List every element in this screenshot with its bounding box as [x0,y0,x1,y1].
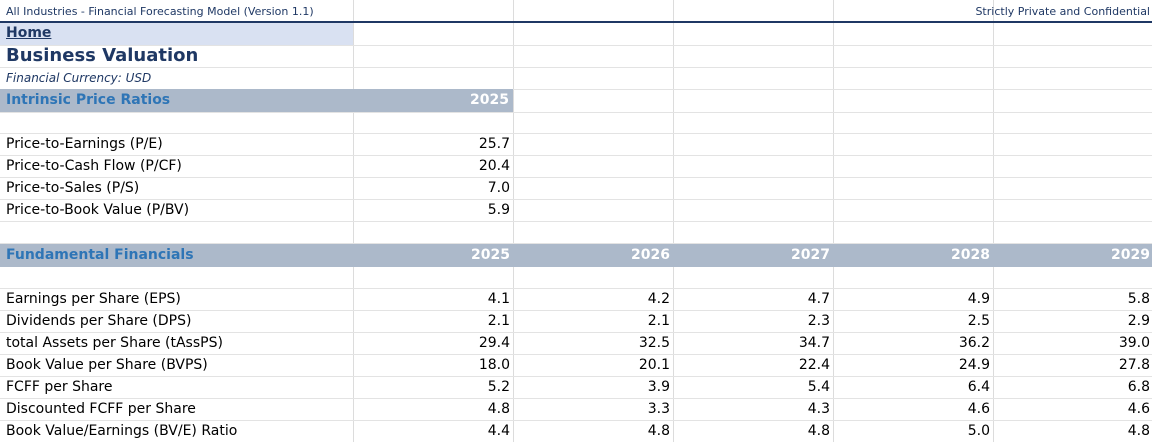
metric-value[interactable]: 22.4 [798,357,830,373]
confidential-notice: Strictly Private and Confidential [975,5,1150,18]
metric-value[interactable]: 34.7 [798,335,830,351]
year-header: 2025 [471,247,510,263]
intrinsic-section-label: Intrinsic Price Ratios [6,92,171,108]
metric-value[interactable]: 3.3 [647,401,670,417]
gridline [0,310,1152,311]
ratio-value[interactable]: 25.7 [478,136,510,152]
gridline [0,112,1152,113]
metric-value[interactable]: 27.8 [1118,357,1150,373]
metric-value[interactable]: 4.2 [647,291,670,307]
metric-value[interactable]: 4.3 [807,401,830,417]
intrinsic-section-header: Intrinsic Price Ratios 2025 [0,89,513,112]
header-rule [0,21,1152,23]
ratio-label: Price-to-Cash Flow (P/CF) [6,158,182,174]
gridline [0,288,1152,289]
metric-value[interactable]: 6.4 [967,379,990,395]
gridline [0,67,1152,68]
metric-value[interactable]: 2.9 [1127,313,1150,329]
metric-value[interactable]: 4.4 [487,423,510,439]
gridline [0,398,1152,399]
fundamentals-section-header: Fundamental Financials 2025 2026 2027 20… [0,244,1152,267]
metric-value[interactable]: 4.8 [807,423,830,439]
metric-value[interactable]: 4.6 [1127,401,1150,417]
metric-value[interactable]: 32.5 [638,335,670,351]
gridline [0,420,1152,421]
gridline [0,45,1152,46]
metric-value[interactable]: 24.9 [958,357,990,373]
metric-value[interactable]: 5.8 [1127,291,1150,307]
ratio-label: Price-to-Book Value (P/BV) [6,202,190,218]
metric-label: Discounted FCFF per Share [6,401,196,417]
metric-label: total Assets per Share (tAssPS) [6,335,223,351]
metric-value[interactable]: 4.1 [487,291,510,307]
gridline [0,177,1152,178]
metric-label: FCFF per Share [6,379,113,395]
intrinsic-year-header: 2025 [470,92,509,108]
ratio-label: Price-to-Sales (P/S) [6,180,140,196]
metric-label: Earnings per Share (EPS) [6,291,181,307]
metric-value[interactable]: 4.6 [967,401,990,417]
metric-value[interactable]: 4.7 [807,291,830,307]
metric-value[interactable]: 2.5 [967,313,990,329]
ratio-value[interactable]: 20.4 [478,158,510,174]
gridline [0,354,1152,355]
metric-value[interactable]: 4.8 [487,401,510,417]
metric-value[interactable]: 4.8 [1127,423,1150,439]
metric-label: Book Value per Share (BVPS) [6,357,208,373]
metric-value[interactable]: 4.9 [967,291,990,307]
year-header: 2029 [1111,247,1150,263]
fundamentals-section-label: Fundamental Financials [6,247,194,263]
home-link[interactable]: Home [6,25,52,41]
metric-value[interactable]: 4.8 [647,423,670,439]
metric-value[interactable]: 18.0 [478,357,510,373]
metric-label: Dividends per Share (DPS) [6,313,192,329]
metric-label: Book Value/Earnings (BV/E) Ratio [6,423,238,439]
metric-value[interactable]: 2.1 [647,313,670,329]
ratio-label: Price-to-Earnings (P/E) [6,136,163,152]
gridline [0,243,1152,244]
gridline [0,89,1152,90]
gridline [0,199,1152,200]
ratio-value[interactable]: 7.0 [487,180,510,196]
model-header-left: All Industries - Financial Forecasting M… [6,5,314,18]
page-title: Business Valuation [6,45,199,66]
gridline [0,155,1152,156]
currency-note: Financial Currency: USD [6,71,152,85]
metric-value[interactable]: 5.2 [487,379,510,395]
metric-value[interactable]: 29.4 [478,335,510,351]
metric-value[interactable]: 39.0 [1118,335,1150,351]
gridline [0,332,1152,333]
home-link-cell[interactable]: Home [0,23,353,45]
metric-value[interactable]: 20.1 [638,357,670,373]
gridline [0,133,1152,134]
metric-value[interactable]: 2.1 [487,313,510,329]
metric-value[interactable]: 2.3 [807,313,830,329]
metric-value[interactable]: 5.4 [807,379,830,395]
metric-value[interactable]: 6.8 [1127,379,1150,395]
gridline [0,221,1152,222]
year-header: 2028 [951,247,990,263]
ratio-value[interactable]: 5.9 [487,202,510,218]
metric-value[interactable]: 5.0 [967,423,990,439]
metric-value[interactable]: 36.2 [958,335,990,351]
metric-value[interactable]: 3.9 [647,379,670,395]
gridline [0,376,1152,377]
year-header: 2027 [791,247,830,263]
year-header: 2026 [631,247,670,263]
